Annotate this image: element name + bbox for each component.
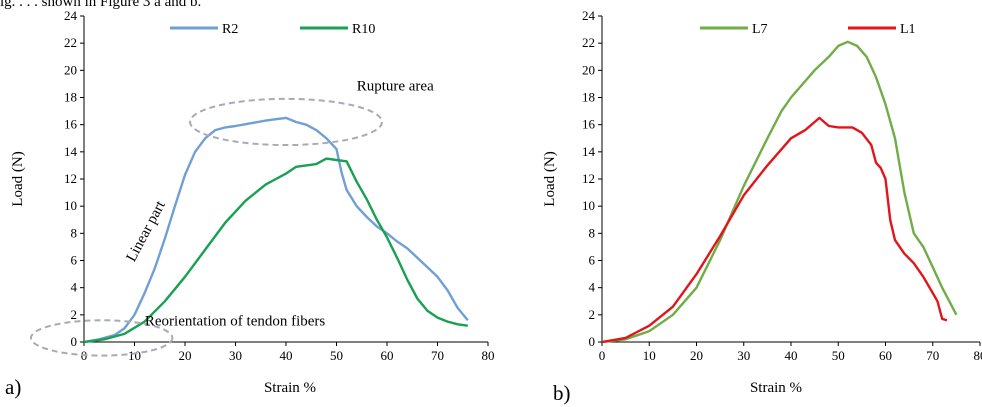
figure-caption-fragment: ig. . . . shown in Figure 3 a and b. <box>0 0 202 10</box>
series-line-r2 <box>83 116 469 344</box>
x-tick-label: 10 <box>128 348 141 363</box>
x-tick-label: 20 <box>690 348 703 363</box>
x-tick-label: 60 <box>381 348 394 363</box>
x-tick-label: 20 <box>179 348 192 363</box>
panel-label: a) <box>5 375 21 399</box>
x-tick-label: 0 <box>599 348 606 363</box>
y-tick-label: 16 <box>64 117 78 132</box>
y-tick-label: 4 <box>71 280 78 295</box>
y-tick-label: 20 <box>64 62 77 77</box>
legend-label-l1: L1 <box>900 22 916 37</box>
series-line-r10 <box>83 157 468 344</box>
highlight-ellipse <box>29 319 174 357</box>
y-tick-label: 16 <box>582 117 596 132</box>
y-tick-label: 20 <box>582 62 595 77</box>
y-tick-label: 12 <box>582 171 595 186</box>
x-tick-label: 70 <box>926 348 939 363</box>
series-line-l7 <box>601 40 958 344</box>
annotation-text: Rupture area <box>357 79 434 95</box>
y-tick-label: 18 <box>64 90 77 105</box>
y-tick-label: 8 <box>589 225 596 240</box>
x-tick-label: 70 <box>431 348 444 363</box>
x-tick-label: 30 <box>229 348 242 363</box>
y-tick-label: 14 <box>64 144 78 159</box>
x-tick-label: 50 <box>832 348 845 363</box>
y-tick-label: 14 <box>582 144 596 159</box>
x-tick-label: 40 <box>280 348 293 363</box>
annotation-text: Linear part <box>124 198 170 265</box>
series-line-l1 <box>601 116 948 344</box>
x-axis-label: Strain % <box>750 380 802 396</box>
y-tick-label: 4 <box>589 280 596 295</box>
y-tick-label: 8 <box>71 225 78 240</box>
y-tick-label: 0 <box>589 334 596 349</box>
x-axis-label: Strain % <box>264 380 316 396</box>
y-tick-label: 18 <box>582 90 595 105</box>
x-tick-label: 80 <box>482 348 495 363</box>
y-tick-label: 6 <box>589 253 596 268</box>
chart-panel-b: 02468101214161820222401020304050607080St… <box>542 8 982 405</box>
x-tick-label: 10 <box>643 348 656 363</box>
y-axis-label: Load (N) <box>10 151 26 206</box>
y-tick-label: 24 <box>64 8 78 23</box>
y-tick-label: 22 <box>64 35 77 50</box>
y-tick-label: 10 <box>64 198 77 213</box>
y-tick-label: 2 <box>589 307 596 322</box>
legend-label-r10: R10 <box>352 22 375 37</box>
y-tick-label: 0 <box>71 334 78 349</box>
y-tick-label: 24 <box>582 8 596 23</box>
y-tick-label: 22 <box>582 35 595 50</box>
x-tick-label: 60 <box>879 348 892 363</box>
legend-label-r2: R2 <box>222 22 238 37</box>
panel-label: b) <box>553 381 571 405</box>
y-tick-label: 2 <box>71 307 78 322</box>
y-tick-label: 12 <box>64 171 77 186</box>
x-tick-label: 30 <box>737 348 750 363</box>
highlight-ellipse <box>189 97 383 147</box>
x-tick-label: 40 <box>785 348 798 363</box>
legend-label-l7: L7 <box>752 22 768 37</box>
x-tick-label: 50 <box>330 348 343 363</box>
x-tick-label: 80 <box>974 348 982 363</box>
annotation-text: Reorientation of tendon fibers <box>145 314 326 330</box>
y-tick-label: 10 <box>582 198 595 213</box>
y-axis-label: Load (N) <box>542 151 558 206</box>
y-tick-label: 6 <box>71 253 78 268</box>
